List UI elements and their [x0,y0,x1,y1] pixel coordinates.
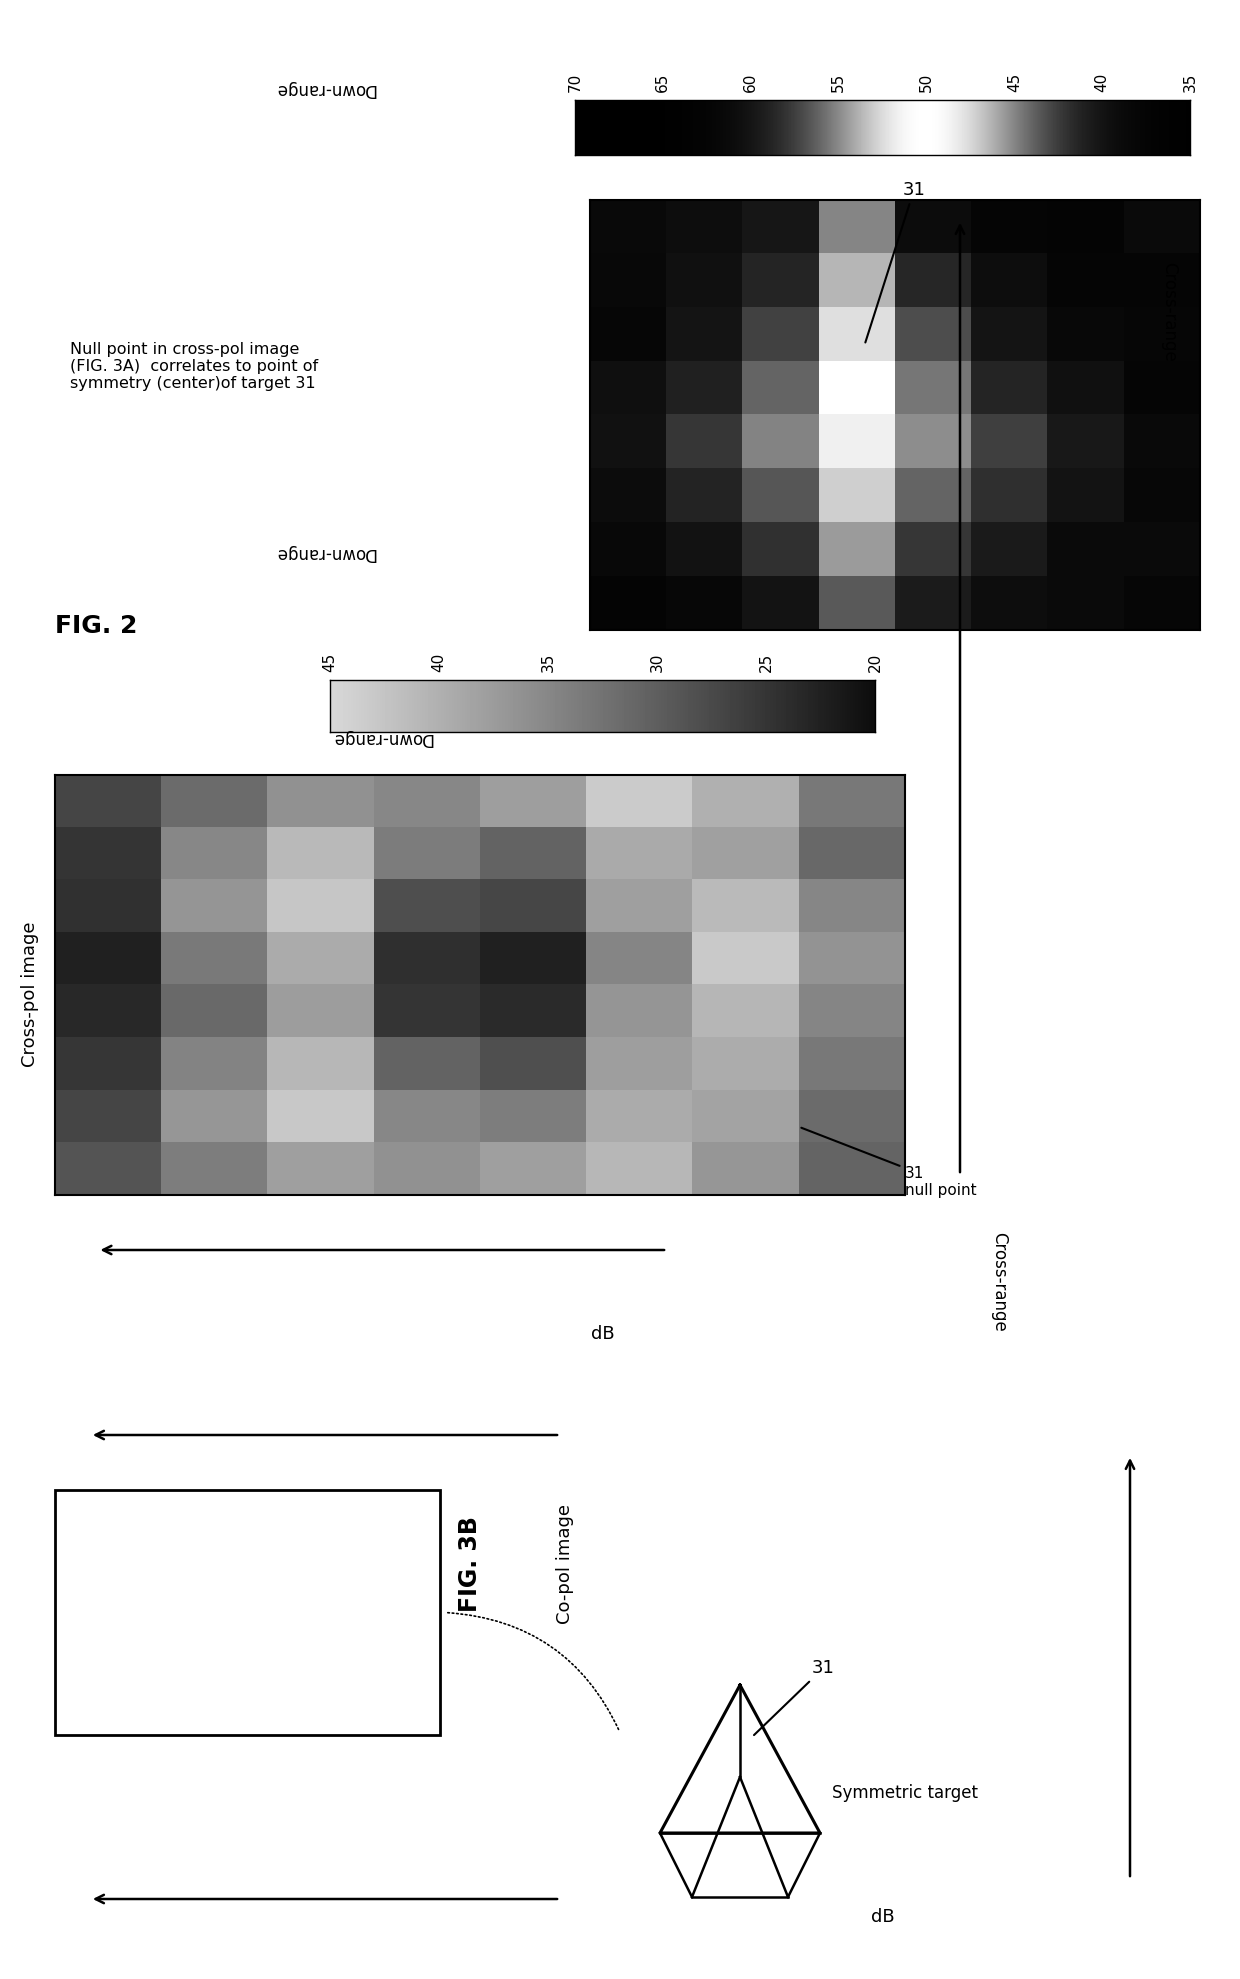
Text: Co-pol image: Co-pol image [556,1504,574,1625]
Text: 45: 45 [322,653,337,673]
Text: 70: 70 [568,73,583,91]
Text: Down-range: Down-range [331,728,433,746]
Text: Null point in cross-pol image
(FIG. 3A)  correlates to point of
symmetry (center: Null point in cross-pol image (FIG. 3A) … [69,342,319,392]
Text: 20: 20 [868,653,883,673]
Text: 40: 40 [1095,73,1110,91]
Text: 25: 25 [759,653,774,673]
Text: 31: 31 [866,180,925,342]
Text: Down-range: Down-range [274,544,376,562]
Text: 30: 30 [650,653,665,673]
Text: Symmetric target: Symmetric target [832,1783,978,1803]
Text: Cross-range: Cross-range [990,1231,1008,1332]
Text: 50: 50 [919,73,934,91]
Text: 65: 65 [656,73,671,91]
Text: 40: 40 [432,653,446,673]
Text: FIG. 3B: FIG. 3B [458,1516,482,1613]
Text: dB: dB [870,1908,894,1926]
Text: Down-range: Down-range [274,79,376,99]
Text: 35: 35 [541,653,556,673]
Text: dB: dB [590,1326,614,1344]
Text: 35: 35 [1183,73,1198,91]
Text: 60: 60 [743,73,758,91]
Text: Cross-range: Cross-range [1159,261,1178,362]
Text: 55: 55 [831,73,846,91]
Text: Cross-pol image: Cross-pol image [21,922,38,1067]
Text: 31
null point: 31 null point [801,1128,977,1197]
Text: FIG. 2: FIG. 2 [55,613,138,637]
Text: 45: 45 [1007,73,1022,91]
Text: 31: 31 [754,1658,835,1736]
